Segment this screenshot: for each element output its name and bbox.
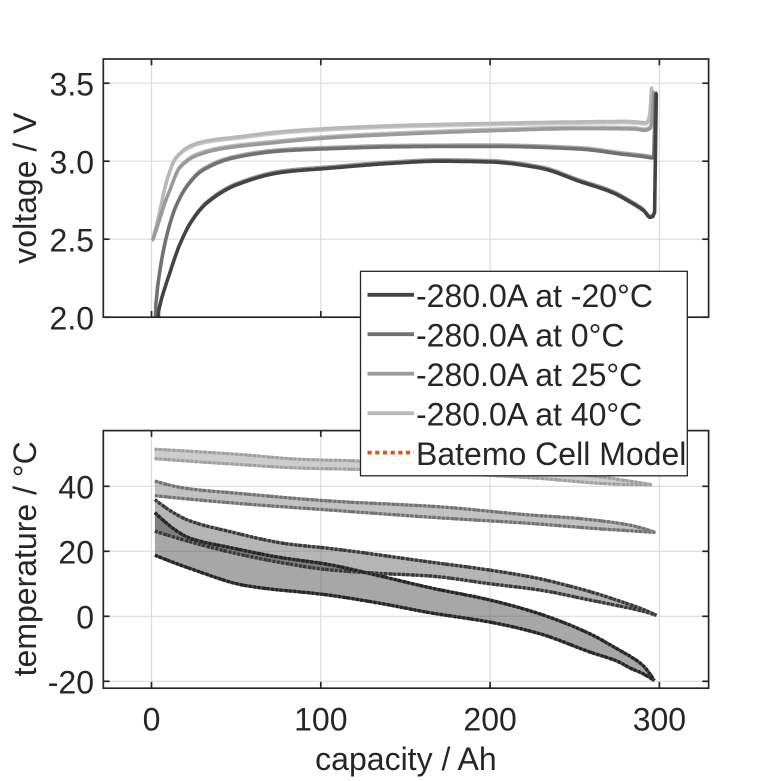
svg-text:-280.0A at 40°C: -280.0A at 40°C bbox=[416, 397, 642, 433]
svg-text:200: 200 bbox=[463, 701, 516, 737]
svg-text:2.0: 2.0 bbox=[50, 300, 94, 336]
svg-text:3.0: 3.0 bbox=[50, 144, 94, 180]
svg-text:voltage / V: voltage / V bbox=[7, 112, 43, 264]
svg-text:Batemo Cell Model: Batemo Cell Model bbox=[416, 436, 686, 472]
svg-text:-20: -20 bbox=[48, 665, 94, 701]
svg-text:0: 0 bbox=[76, 600, 94, 636]
svg-text:2.5: 2.5 bbox=[50, 222, 94, 258]
svg-text:capacity / Ah: capacity / Ah bbox=[315, 741, 496, 777]
svg-text:3.5: 3.5 bbox=[50, 66, 94, 102]
svg-text:20: 20 bbox=[58, 535, 94, 571]
svg-text:100: 100 bbox=[294, 701, 347, 737]
svg-text:-280.0A at 0°C: -280.0A at 0°C bbox=[416, 318, 624, 354]
svg-text:-280.0A at -20°C: -280.0A at -20°C bbox=[416, 278, 653, 314]
svg-text:300: 300 bbox=[633, 701, 686, 737]
svg-text:0: 0 bbox=[143, 701, 161, 737]
svg-text:-280.0A at 25°C: -280.0A at 25°C bbox=[416, 357, 642, 393]
svg-text:40: 40 bbox=[58, 470, 94, 506]
svg-text:temperature / °C: temperature / °C bbox=[7, 441, 43, 676]
